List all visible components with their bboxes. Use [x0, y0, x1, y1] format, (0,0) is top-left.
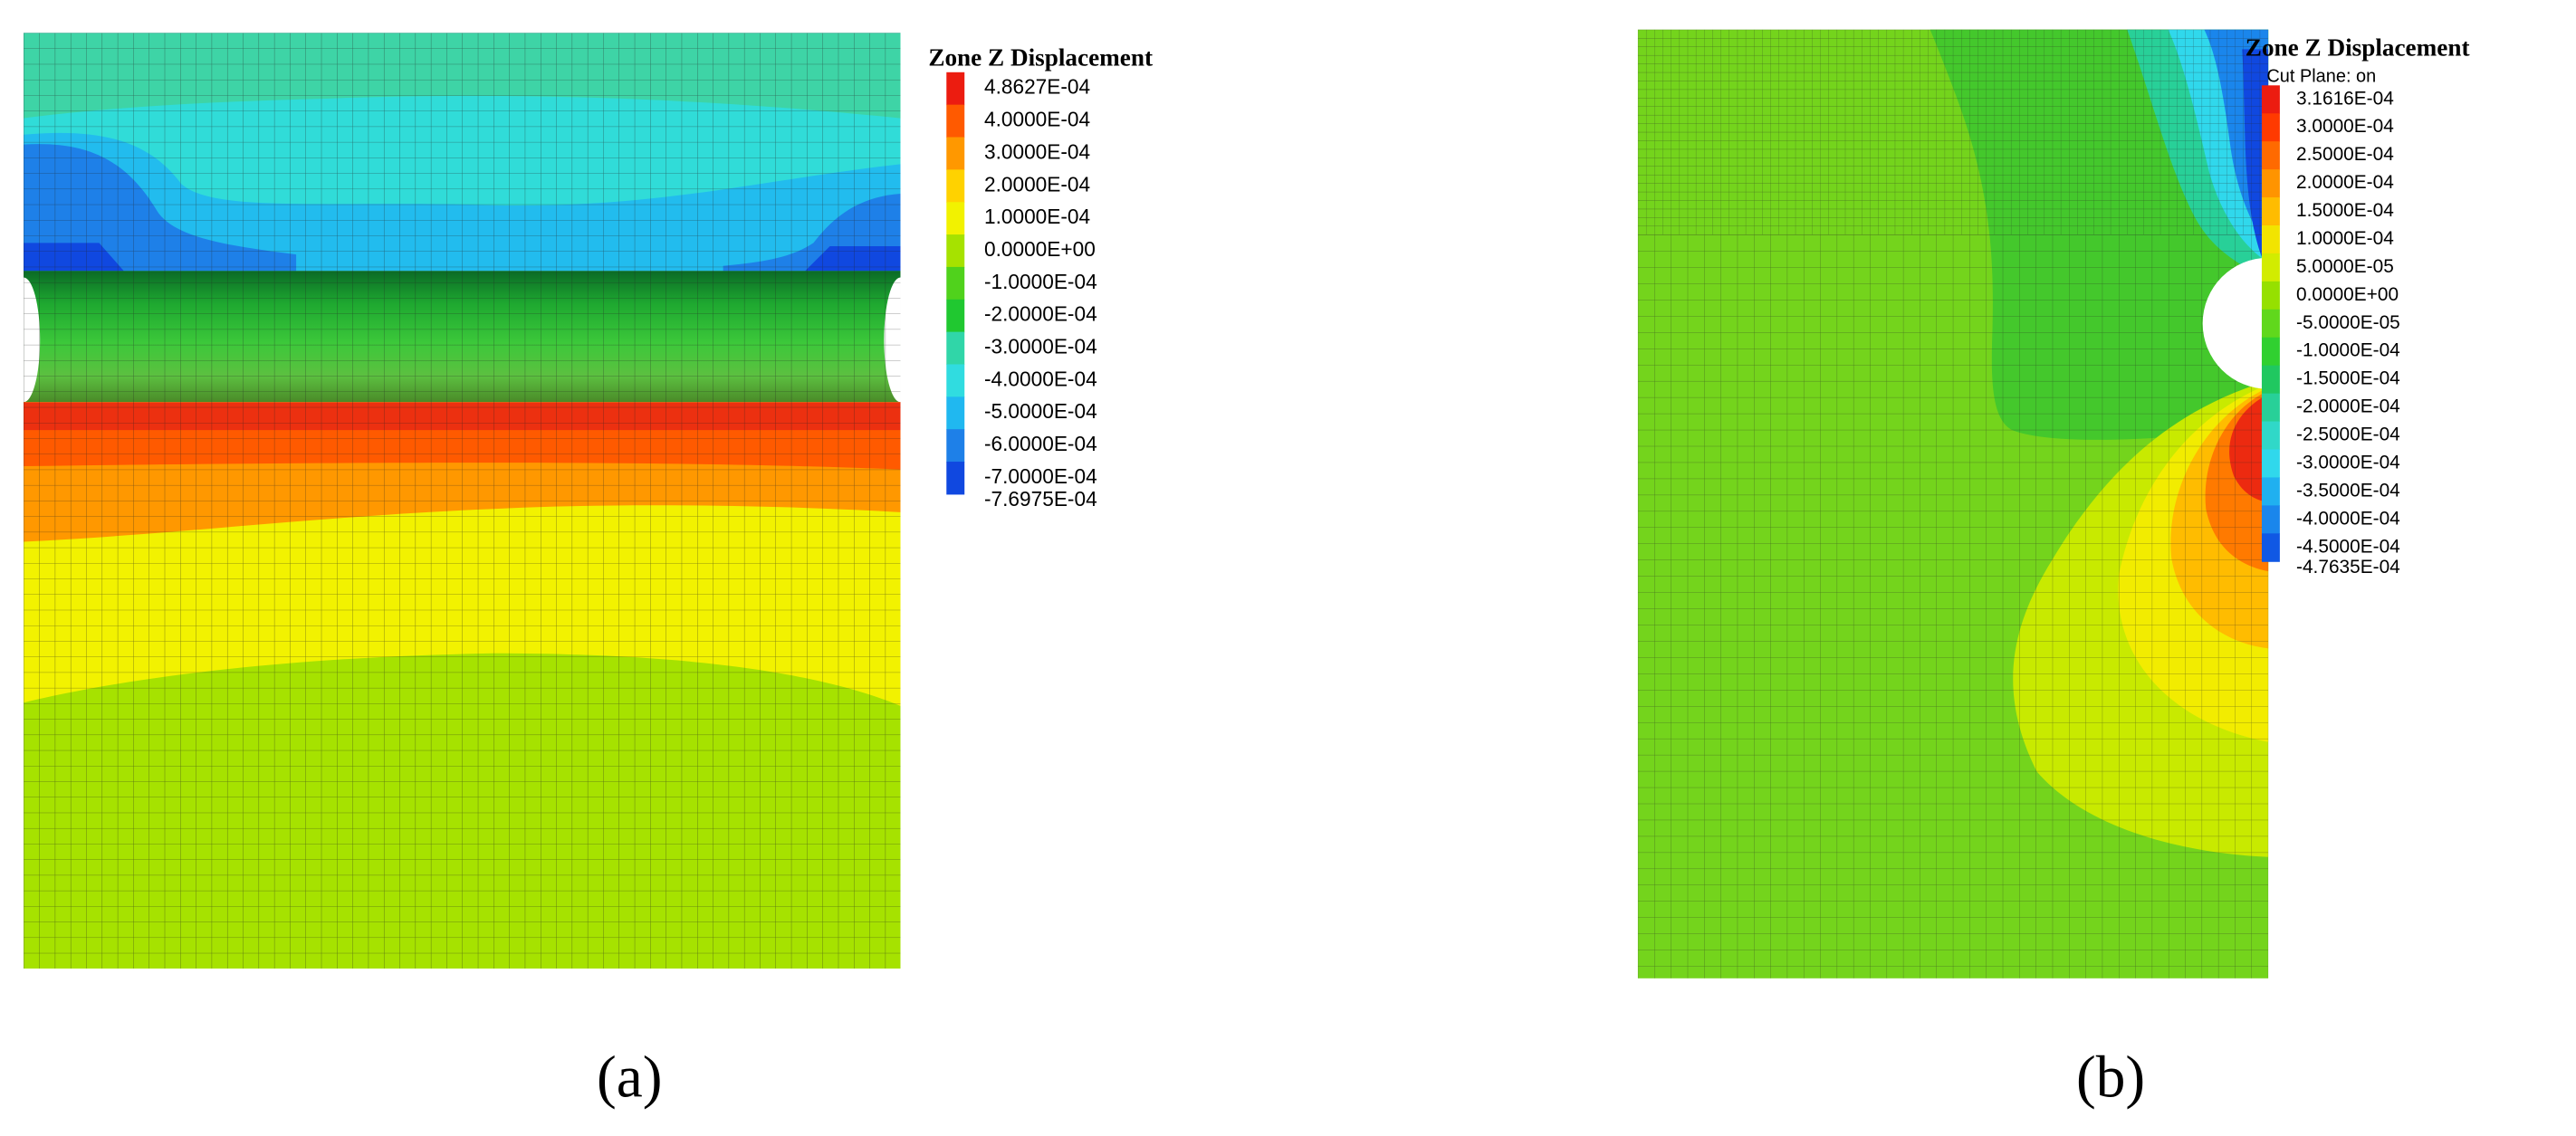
legend-label: 4.8627E-04 [984, 75, 1090, 99]
legend-swatch [946, 137, 965, 170]
legend-label: -7.6975E-04 [984, 487, 1097, 511]
legend-swatch [946, 396, 965, 430]
legend-label: -4.7635E-04 [2296, 557, 2400, 578]
legend-swatch [2261, 421, 2280, 451]
legend-label: -2.5000E-04 [2296, 425, 2400, 445]
legend-label: 3.1616E-04 [2296, 88, 2394, 109]
legend-swatch [946, 364, 965, 397]
legend-label: 5.0000E-05 [2296, 256, 2394, 277]
legend-swatch [946, 331, 965, 366]
legend-label: -7.0000E-04 [984, 464, 1097, 488]
legend-label: 3.0000E-04 [2296, 116, 2394, 137]
legend-label: 2.0000E-04 [2296, 172, 2394, 193]
legend-label: 1.5000E-04 [2296, 200, 2394, 221]
legend-label: 1.0000E-04 [2296, 228, 2394, 249]
legends: Zone Z Displacement 4.8627E-04 4.0000E-04 3… [928, 34, 2469, 578]
legend-label: -5.0000E-05 [2296, 312, 2400, 333]
panel-label: (b) [2076, 1045, 2145, 1110]
legend-label: -1.0000E-04 [2296, 340, 2400, 361]
legend-swatch [2261, 337, 2280, 367]
legend-label: -1.5000E-04 [2296, 368, 2400, 389]
legend-label: 3.0000E-04 [984, 139, 1090, 163]
legend-swatch [946, 299, 965, 333]
legend-swatch [2261, 113, 2280, 142]
legend-swatch [2261, 281, 2280, 310]
legend-swatch [2261, 505, 2280, 534]
contour-a [24, 33, 901, 969]
legend-swatch [2261, 533, 2280, 562]
legend-swatch [946, 202, 965, 235]
legend-swatch [2261, 309, 2280, 339]
legend-label: -6.0000E-04 [984, 432, 1097, 455]
legend-label: 1.0000E-04 [984, 205, 1090, 228]
legend-swatch [2261, 169, 2280, 198]
legend-swatch [2261, 477, 2280, 506]
legend-title: Zone Z Displacement [928, 44, 1153, 72]
legend-label: 2.0000E-04 [984, 172, 1090, 196]
legend-label: 0.0000E+00 [984, 237, 1096, 261]
legend-label: -5.0000E-04 [984, 399, 1097, 423]
legend-swatch [946, 169, 965, 203]
legend-label: 2.5000E-04 [2296, 144, 2394, 165]
legend-swatch [2261, 253, 2280, 282]
legend-label: -3.0000E-04 [2296, 452, 2400, 473]
legend-swatch [946, 429, 965, 463]
legend-label: -3.0000E-04 [984, 335, 1097, 358]
legend-swatch [946, 104, 965, 138]
legend-swatch [946, 234, 965, 268]
legend-label: 0.0000E+00 [2296, 284, 2399, 305]
legend-label: -4.5000E-04 [2296, 536, 2400, 557]
legend-swatch [2261, 141, 2280, 170]
legend-swatch [946, 462, 965, 495]
legend-swatch [946, 72, 965, 106]
legend-label: -2.0000E-04 [984, 302, 1097, 326]
legend-title: Zone Z Displacement [2246, 34, 2470, 62]
legend-label: -4.0000E-04 [984, 367, 1097, 390]
panel-label: (a) [597, 1045, 662, 1110]
legend-label: -3.5000E-04 [2296, 480, 2400, 501]
legend-label: -1.0000E-04 [984, 270, 1097, 293]
legend-swatch [946, 266, 965, 301]
legend-swatch [2261, 85, 2280, 114]
legend-swatch [2261, 449, 2280, 478]
legend-label: -4.0000E-04 [2296, 508, 2400, 529]
legend-label: 4.0000E-04 [984, 108, 1090, 131]
legend-swatch [2261, 365, 2280, 395]
legend-swatch [2261, 224, 2280, 254]
legend-swatch [2261, 393, 2280, 423]
legend-label: -2.0000E-04 [2296, 396, 2400, 417]
legend-swatch [2261, 197, 2280, 226]
contour-b [1637, 29, 2269, 978]
legend-subtitle: Cut Plane: on [2266, 67, 2376, 87]
